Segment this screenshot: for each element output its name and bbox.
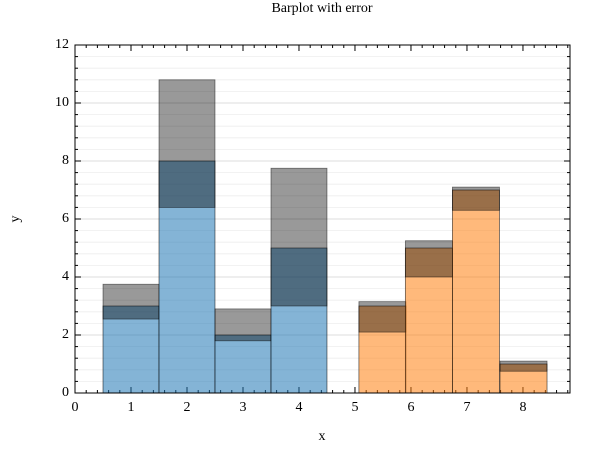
x-tick-label: 3 [239,400,246,415]
y-tick-label: 4 [62,269,69,284]
x-tick-label: 5 [351,400,358,415]
bar [499,363,548,394]
bar [158,160,216,394]
error-band [404,240,453,278]
x-tick-label: 6 [407,400,414,415]
error-band [158,79,216,208]
bar [452,189,500,394]
chart-title: Barplot with error [271,1,372,16]
bar [214,334,272,394]
x-tick-label: 0 [72,400,79,415]
x-tick-label: 7 [463,400,470,415]
y-tick-label: 12 [55,37,69,52]
y-tick-label: 0 [62,385,69,400]
x-tick-label: 8 [519,400,526,415]
x-tick-label: 2 [183,400,190,415]
error-band [358,301,407,333]
x-tick-label: 1 [127,400,134,415]
error-band [270,167,328,307]
x-tick-label: 4 [295,400,302,415]
error-band [102,283,160,320]
x-axis-label: x [319,429,326,444]
y-tick-label: 6 [62,211,69,226]
y-tick-label: 2 [62,327,69,342]
y-axis-label: y [8,216,23,223]
error-band [499,360,548,372]
y-tick-label: 8 [62,153,69,168]
error-band [452,186,500,211]
error-band [214,308,272,342]
y-tick-label: 10 [55,95,69,110]
plot-frame [74,44,571,394]
